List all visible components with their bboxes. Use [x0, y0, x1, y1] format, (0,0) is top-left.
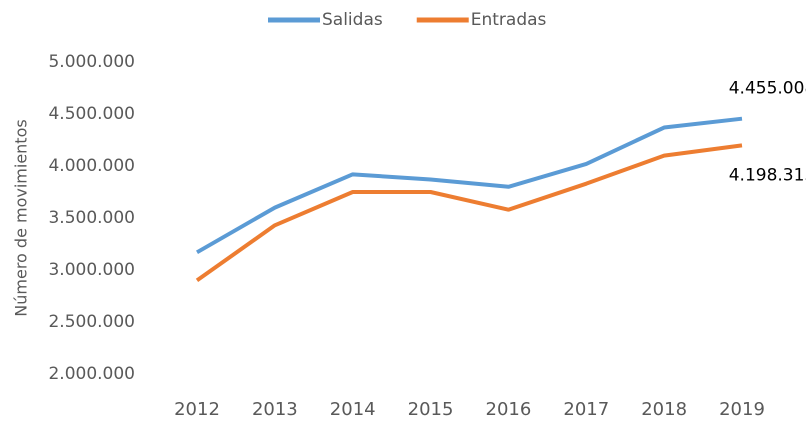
- legend-label: Salidas: [322, 10, 383, 30]
- y-axis-title: Número de movimientos: [12, 119, 31, 316]
- y-tick-label: 3.500.000: [48, 208, 135, 228]
- x-tick-label: 2013: [252, 399, 298, 420]
- x-tick-label: 2015: [408, 399, 454, 420]
- y-tick-label: 3.000.000: [48, 260, 135, 280]
- series-line: [195, 143, 743, 283]
- x-tick-label: 2014: [330, 399, 376, 420]
- x-tick-label: 2016: [486, 399, 532, 420]
- data-label: 4.455.008: [729, 79, 806, 99]
- y-tick-label: 2.500.000: [48, 312, 135, 332]
- y-tick-label: 2.000.000: [48, 364, 135, 384]
- x-tick-label: 2012: [174, 399, 220, 420]
- x-tick-label: 2017: [563, 399, 609, 420]
- x-tick-label: 2018: [641, 399, 687, 420]
- series-line: [196, 116, 743, 255]
- data-label: 4.198.315: [729, 165, 806, 185]
- y-tick-label: 5.000.000: [48, 52, 135, 72]
- y-tick-label: 4.000.000: [48, 156, 135, 176]
- legend-label: Entradas: [471, 10, 547, 30]
- x-tick-label: 2019: [719, 399, 765, 420]
- y-tick-label: 4.500.000: [48, 104, 135, 124]
